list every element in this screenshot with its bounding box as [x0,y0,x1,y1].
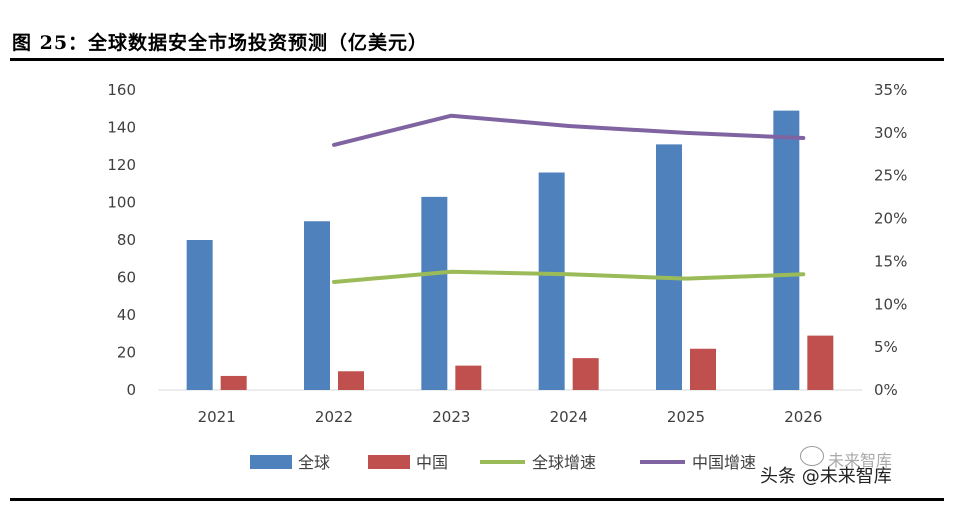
legend-label: 中国 [416,453,448,472]
line-中国增速 [332,113,806,147]
lines [332,113,806,284]
legend-label: 中国增速 [692,453,756,472]
right-tick-label: 10% [874,295,907,313]
right-tick-label: 20% [874,210,907,228]
bar-全球 [186,240,213,390]
bottom-rule [10,498,944,501]
right-axis: 0% 5% 10% 15% 20% 25% 30% 35% [874,81,907,399]
bar-全球 [538,172,565,390]
bar-全球 [421,196,448,390]
right-tick-label: 30% [874,124,907,142]
watermark-faded: 未来智库 [828,451,893,470]
watermark: 头条 @未来智库 [760,466,892,487]
bar-全球 [773,110,800,390]
bar-全球 [304,221,330,390]
x-tick-label: 2026 [784,408,822,426]
left-tick-label: 80 [117,231,136,249]
left-tick-label: 100 [107,194,136,212]
x-tick-label: 2024 [550,408,588,426]
legend-swatch [368,455,410,469]
right-tick-label: 25% [874,167,907,185]
x-tick-label: 2022 [315,408,353,426]
left-axis: 0 20 40 60 80 100 120 140 160 [107,81,136,399]
left-tick-label: 20 [117,344,136,362]
line-全球增速 [332,269,806,284]
left-tick-label: 40 [117,306,136,324]
bar-中国 [690,348,716,390]
x-axis: 2021 2022 2023 2024 2025 2026 [158,389,862,426]
x-tick-label: 2023 [432,408,470,426]
bar-中国 [455,365,482,390]
wechat-icon [800,446,824,466]
legend-label: 全球 [298,453,330,472]
x-tick-label: 2021 [198,408,236,426]
bar-中国 [572,358,599,390]
left-tick-label: 60 [117,269,136,287]
left-tick-label: 140 [107,119,136,137]
left-tick-label: 0 [126,381,136,399]
right-tick-label: 35% [874,81,907,99]
left-tick-label: 120 [107,156,136,174]
bar-中国 [807,335,834,390]
left-tick-label: 160 [107,81,136,99]
legend: 全球 中国 全球增速 中国增速 [250,453,756,472]
bar-全球 [656,144,682,390]
bars [186,110,834,390]
x-tick-label: 2025 [667,408,705,426]
legend-swatch [250,455,292,469]
right-tick-label: 15% [874,252,907,270]
bar-中国 [220,375,247,390]
legend-label: 全球增速 [532,453,596,472]
top-rule [10,58,944,61]
bar-中国 [338,371,364,390]
chart-title: 图 25：全球数据安全市场投资预测（亿美元） [12,32,429,54]
right-tick-label: 5% [874,338,898,356]
right-tick-label: 0% [874,381,898,399]
